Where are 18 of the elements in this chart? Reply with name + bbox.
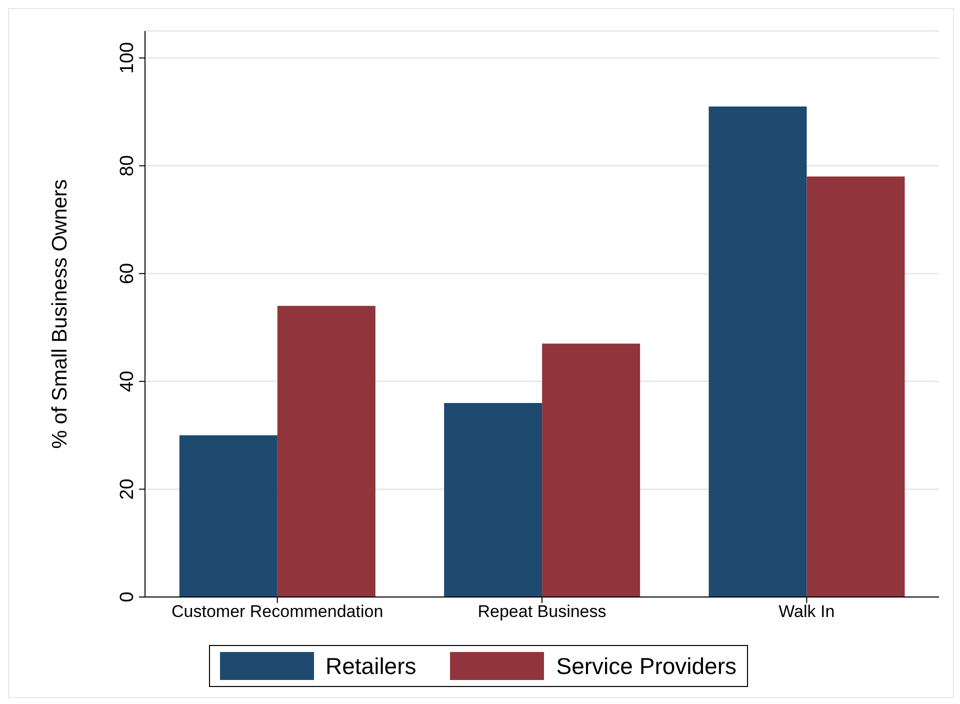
legend-label: Service Providers [556,652,736,680]
y-tick-label: 40 [117,370,138,392]
y-tick-label: 100 [117,42,138,74]
x-tick-label: Customer Recommendation [172,602,384,622]
y-tick-label: 80 [117,155,138,176]
y-tick-label: 20 [117,478,138,500]
bar [444,402,542,597]
bar [277,306,376,597]
y-axis-title: % of Small Business Owners [48,179,72,449]
y-tick-label: 0 [117,592,138,602]
bar [708,106,807,597]
x-tick-label: Repeat Business [478,602,606,622]
bar [179,435,278,597]
bar [806,176,905,597]
bar [542,344,640,597]
x-tick-label: Walk In [778,602,835,622]
y-tick-label: 60 [117,263,138,284]
legend-label: Retailers [326,652,416,680]
